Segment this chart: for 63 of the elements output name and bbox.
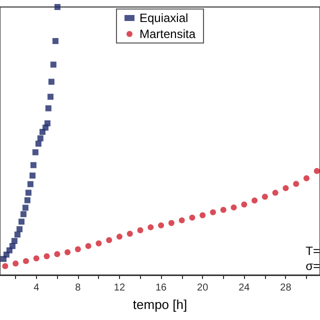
x-tick-label: 20 bbox=[197, 282, 209, 294]
point bbox=[85, 243, 92, 250]
x-tick-label: 24 bbox=[238, 282, 250, 294]
point bbox=[304, 175, 310, 182]
point bbox=[25, 190, 32, 196]
point bbox=[33, 255, 40, 262]
point bbox=[220, 206, 226, 213]
point bbox=[27, 181, 34, 188]
x-tick-label: 12 bbox=[114, 282, 126, 294]
point bbox=[262, 194, 268, 200]
point bbox=[137, 227, 144, 234]
point bbox=[74, 246, 81, 252]
point bbox=[168, 220, 174, 226]
point bbox=[241, 202, 248, 208]
point bbox=[30, 172, 36, 179]
point bbox=[30, 162, 36, 168]
annotation: σ= bbox=[306, 259, 320, 273]
legend-label: Equiaxial bbox=[139, 11, 188, 25]
point bbox=[22, 204, 28, 211]
x-axis-title: tempo [h] bbox=[132, 296, 188, 312]
point bbox=[24, 197, 30, 204]
point bbox=[54, 251, 60, 258]
point bbox=[210, 209, 216, 216]
point bbox=[20, 211, 26, 218]
legend-label: Martensita bbox=[139, 27, 196, 41]
point bbox=[22, 258, 29, 264]
point bbox=[47, 94, 54, 100]
x-tick-label: 16 bbox=[155, 282, 168, 294]
point bbox=[48, 78, 54, 85]
point bbox=[272, 190, 278, 196]
point bbox=[12, 260, 19, 266]
point bbox=[52, 38, 58, 44]
point bbox=[230, 204, 237, 210]
point bbox=[158, 222, 164, 228]
point bbox=[44, 120, 50, 126]
x-tick-label: 4 bbox=[34, 282, 40, 294]
point bbox=[189, 214, 196, 221]
point bbox=[14, 232, 20, 238]
x-tick-label: 8 bbox=[75, 282, 82, 294]
point bbox=[96, 240, 102, 246]
point bbox=[106, 237, 112, 244]
point bbox=[50, 62, 56, 68]
point bbox=[314, 168, 320, 174]
point bbox=[37, 135, 44, 142]
point bbox=[252, 197, 258, 204]
point bbox=[64, 249, 71, 256]
point bbox=[116, 234, 122, 240]
point bbox=[16, 226, 23, 232]
point bbox=[44, 253, 50, 260]
point bbox=[293, 180, 300, 187]
point bbox=[18, 218, 25, 225]
point bbox=[178, 217, 185, 224]
point bbox=[148, 224, 154, 230]
point bbox=[32, 149, 38, 156]
point bbox=[45, 105, 52, 112]
point bbox=[2, 263, 8, 270]
x-tick-label: 28 bbox=[280, 282, 292, 294]
point bbox=[282, 185, 289, 192]
point bbox=[11, 238, 18, 244]
point bbox=[200, 212, 206, 218]
point bbox=[126, 230, 133, 237]
annotation: T= bbox=[306, 244, 320, 258]
point bbox=[54, 4, 60, 10]
